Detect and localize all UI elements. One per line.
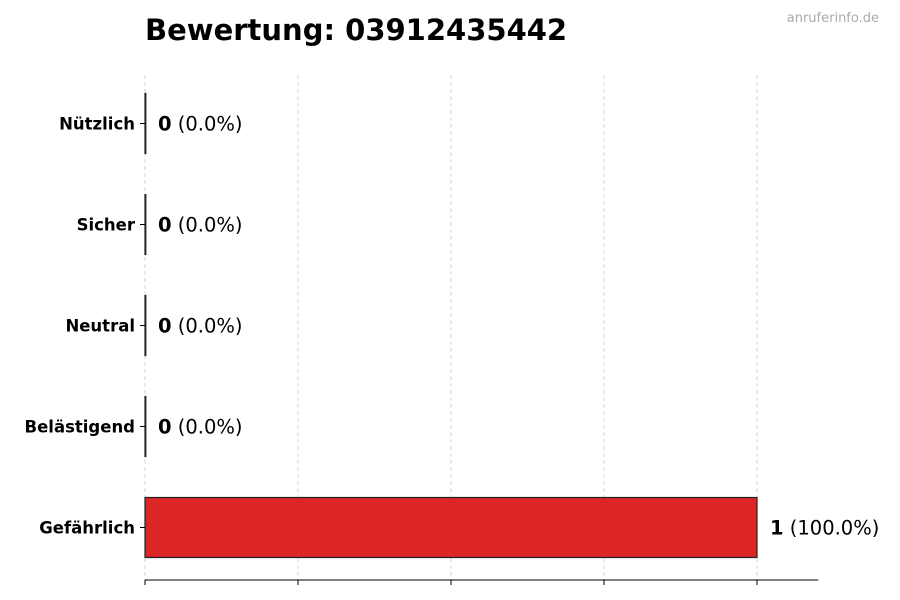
- count-label: 1: [770, 517, 784, 540]
- count-label: 0: [158, 113, 172, 136]
- percent-label: (0.0%): [172, 416, 243, 439]
- category-label: Sicher: [77, 216, 136, 235]
- percent-label: (0.0%): [172, 315, 243, 338]
- category-label: Neutral: [65, 317, 135, 336]
- count-label: 0: [158, 214, 172, 237]
- value-label: 1 (100.0%): [770, 517, 879, 540]
- bar-1: [144, 193, 147, 256]
- bar-2: [144, 294, 147, 357]
- bar-3: [144, 395, 147, 458]
- value-label: 0 (0.0%): [158, 416, 243, 439]
- value-label: 0 (0.0%): [158, 113, 243, 136]
- category-label: Nützlich: [59, 115, 135, 134]
- bar-0: [144, 92, 147, 155]
- value-label: 0 (0.0%): [158, 214, 243, 237]
- count-label: 0: [158, 416, 172, 439]
- percent-label: (0.0%): [172, 113, 243, 136]
- category-label: Belästigend: [25, 418, 135, 437]
- value-label: 0 (0.0%): [158, 315, 243, 338]
- bar-4: [144, 496, 758, 559]
- watermark: anruferinfo.de: [787, 11, 879, 26]
- category-label: Gefährlich: [39, 519, 135, 538]
- percent-label: (0.0%): [172, 214, 243, 237]
- percent-label: (100.0%): [784, 517, 880, 540]
- count-label: 0: [158, 315, 172, 338]
- chart-title: Bewertung: 03912435442: [145, 13, 567, 47]
